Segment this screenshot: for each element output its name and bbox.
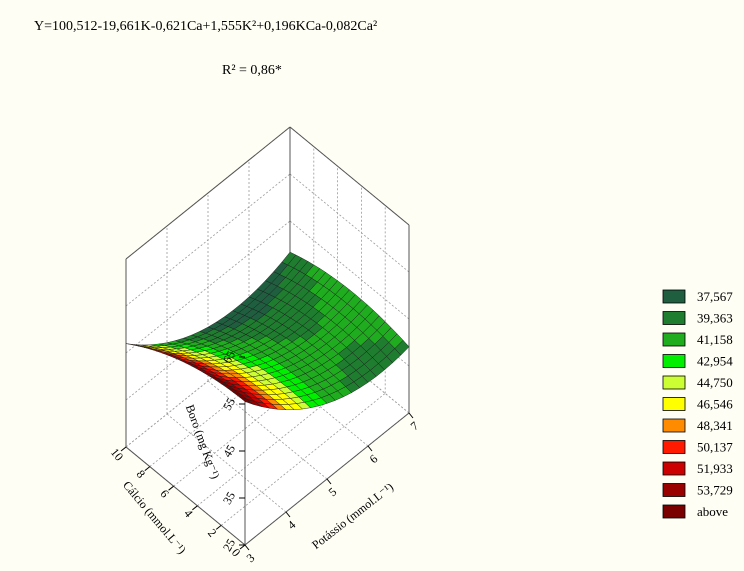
x-tick-label: 6 <box>367 452 381 467</box>
x-tick <box>326 478 332 485</box>
legend-swatch <box>662 332 686 347</box>
x-tick-label: 7 <box>408 419 422 434</box>
y-tick <box>168 485 174 491</box>
y-tick-label: 6 <box>157 487 172 501</box>
regression-equation: Y=100,512-19,661K-0,621Ca+1,555K²+0,196K… <box>34 19 378 34</box>
y-tick-label: 2 <box>205 526 220 540</box>
surface-cell <box>238 396 254 405</box>
legend-label: 42,954 <box>697 354 733 369</box>
legend-swatch <box>662 397 686 411</box>
x-tick <box>244 544 250 551</box>
legend-swatch <box>662 440 686 454</box>
legend-label: 39,363 <box>697 311 733 326</box>
x-tick-label: 5 <box>326 485 340 500</box>
y-tick-label: 8 <box>134 467 149 481</box>
y-tick <box>120 446 127 452</box>
y-tick-label: 10 <box>108 445 126 463</box>
legend-label: 53,729 <box>697 483 733 498</box>
legend-label: 50,137 <box>697 440 733 455</box>
legend-swatch <box>662 418 686 433</box>
grid-line <box>220 393 386 526</box>
legend-swatch <box>662 483 686 497</box>
grid-line <box>125 314 291 448</box>
legend-label: 48,341 <box>697 418 733 433</box>
x-tick <box>408 412 414 419</box>
y-tick-label: 4 <box>181 506 196 520</box>
legend-label: 44,750 <box>697 375 733 390</box>
r-squared-label: R² = 0,86* <box>222 63 282 78</box>
y-tick <box>239 544 246 550</box>
legend-swatch <box>662 504 686 519</box>
x-tick-label: 3 <box>244 551 258 566</box>
legend-swatch <box>662 461 686 476</box>
grid-line <box>149 334 315 467</box>
axis-frame-line <box>125 446 246 546</box>
grid-line <box>166 413 287 513</box>
legend-label: above <box>697 504 728 519</box>
legend-label: 41,158 <box>697 332 733 347</box>
legend-swatch <box>662 354 686 368</box>
axis-frame-line <box>289 126 410 226</box>
response-surface <box>125 251 410 411</box>
legend-label: 46,546 <box>697 397 733 412</box>
y-tick <box>192 505 198 511</box>
grid-line <box>197 373 362 507</box>
x-axis-title: Potássio (mmol.L⁻¹) <box>309 480 396 552</box>
y-tick <box>215 525 222 530</box>
legend-swatch <box>662 311 686 325</box>
legend-label: 37,567 <box>697 289 733 304</box>
legend: 37,567 39,363 41,158 42,954 44,750 46,546 48,3… <box>662 289 733 519</box>
grid-line <box>207 380 328 480</box>
legend-swatch <box>662 289 686 304</box>
grid-line <box>289 173 410 273</box>
x-tick <box>367 445 373 452</box>
x-tick <box>285 511 291 518</box>
grid-line <box>173 353 338 487</box>
legend-swatch <box>662 375 686 390</box>
legend-label: 51,933 <box>697 461 733 476</box>
x-tick-label: 4 <box>285 518 299 533</box>
grid-line <box>289 220 410 320</box>
y-tick <box>144 466 151 471</box>
axis-frame-line <box>125 126 291 260</box>
